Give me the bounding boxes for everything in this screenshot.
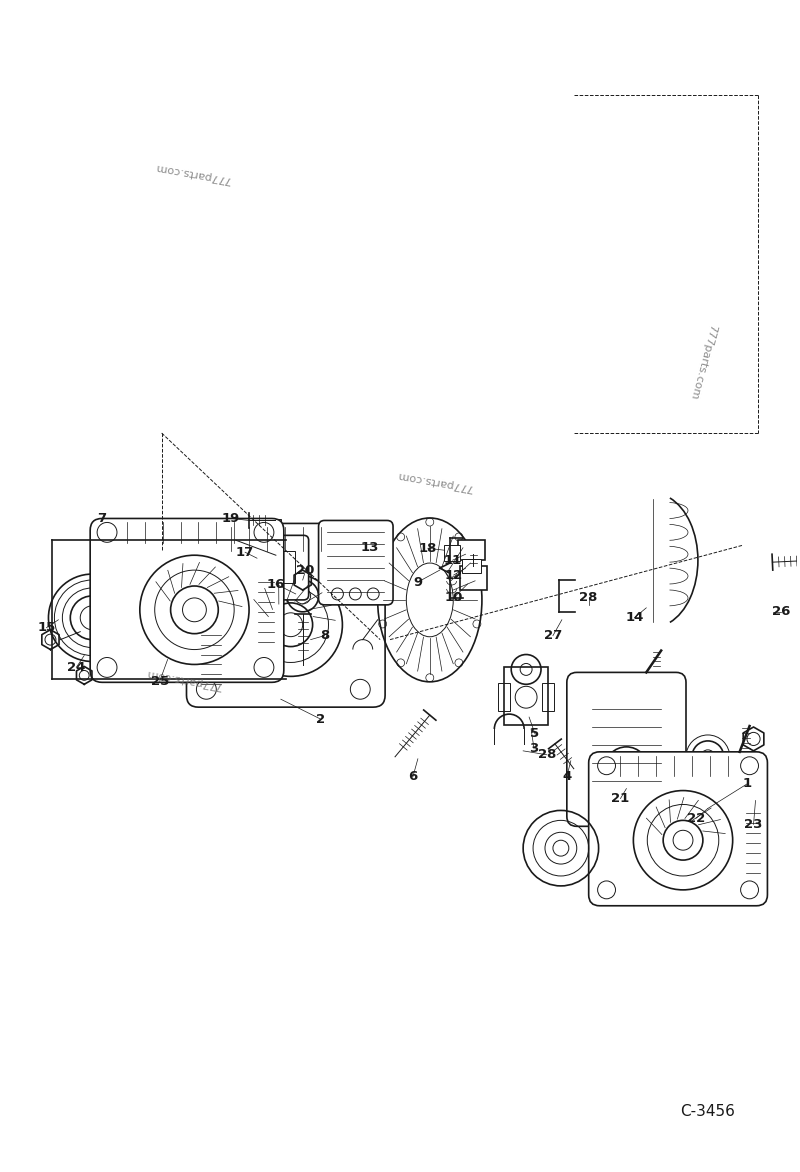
Text: 27: 27: [544, 629, 562, 642]
Bar: [504, 667, 548, 725]
Text: 1: 1: [743, 777, 752, 790]
Text: 16: 16: [266, 578, 285, 591]
Text: 12: 12: [445, 568, 462, 581]
Text: 15: 15: [38, 621, 55, 634]
Text: 3: 3: [530, 742, 538, 756]
Text: 17: 17: [236, 546, 254, 559]
FancyBboxPatch shape: [186, 524, 385, 707]
Text: 19: 19: [222, 512, 240, 525]
Bar: [498, 683, 510, 711]
Text: 8: 8: [320, 629, 329, 642]
FancyBboxPatch shape: [318, 520, 393, 605]
Text: 20: 20: [297, 564, 315, 577]
Text: 23: 23: [744, 818, 762, 831]
Text: 28: 28: [538, 748, 556, 762]
FancyBboxPatch shape: [90, 518, 284, 682]
Text: 11: 11: [443, 553, 462, 567]
Text: 18: 18: [418, 541, 437, 554]
Text: 14: 14: [625, 612, 643, 625]
Text: 24: 24: [67, 661, 86, 674]
Bar: [444, 545, 459, 561]
Text: 25: 25: [150, 675, 169, 688]
FancyBboxPatch shape: [567, 673, 686, 826]
Bar: [459, 566, 487, 590]
Text: 4: 4: [562, 770, 571, 783]
FancyBboxPatch shape: [229, 536, 309, 600]
FancyBboxPatch shape: [589, 752, 767, 906]
Text: 777parts.com: 777parts.com: [396, 469, 474, 492]
Text: 6: 6: [408, 770, 418, 783]
Text: 7: 7: [98, 512, 106, 525]
Text: C-3456: C-3456: [681, 1104, 735, 1119]
Text: 26: 26: [772, 605, 790, 619]
Text: 21: 21: [611, 792, 630, 805]
Text: 10: 10: [445, 592, 463, 605]
Bar: [462, 559, 482, 573]
Bar: [542, 683, 554, 711]
Bar: [458, 540, 486, 560]
Text: 777parts.com: 777parts.com: [688, 323, 718, 400]
Text: 22: 22: [687, 812, 705, 825]
Bar: [243, 551, 263, 582]
Text: 2: 2: [316, 713, 325, 725]
Text: 28: 28: [579, 592, 598, 605]
Text: 9: 9: [414, 575, 422, 588]
Text: 13: 13: [361, 540, 379, 554]
Text: 777parts.com: 777parts.com: [146, 668, 223, 691]
Bar: [275, 551, 294, 582]
Text: 777parts.com: 777parts.com: [154, 162, 233, 184]
Text: 5: 5: [530, 728, 540, 741]
Bar: [257, 519, 281, 536]
